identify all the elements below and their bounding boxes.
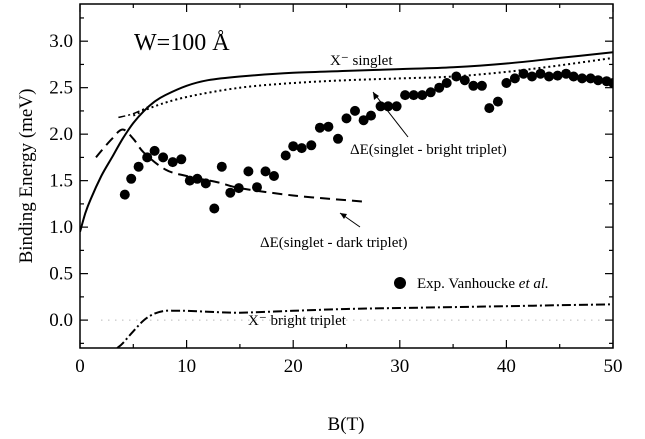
y-tick-label: 0.0 xyxy=(49,310,73,331)
x-tick-label: 30 xyxy=(390,356,409,377)
data-point xyxy=(209,203,220,214)
y-tick-label: 2.5 xyxy=(49,78,73,99)
data-point xyxy=(216,161,227,172)
data-point xyxy=(544,71,554,82)
data-point xyxy=(492,96,503,107)
bright-delta-curve xyxy=(132,56,613,117)
data-point xyxy=(200,178,211,189)
data-point xyxy=(314,122,325,133)
data-point xyxy=(593,75,604,86)
data-point xyxy=(527,71,537,82)
data-point xyxy=(260,166,271,177)
data-point xyxy=(192,173,203,184)
data-point xyxy=(243,166,254,177)
data-point xyxy=(425,87,436,98)
legend-label: Exp. Vanhoucke et al. xyxy=(417,276,549,292)
legend-label-italic: et al. xyxy=(519,276,549,292)
data-point xyxy=(142,152,153,163)
data-point xyxy=(167,157,178,168)
x-tick-label: 50 xyxy=(604,356,623,377)
chart-title: W=100 Å xyxy=(134,30,230,56)
data-point xyxy=(484,103,495,114)
data-point xyxy=(417,90,428,101)
x-axis-title: B(T) xyxy=(328,414,365,435)
data-point xyxy=(501,78,512,88)
data-point xyxy=(535,68,546,79)
axis-ticks xyxy=(79,4,614,348)
y-axis-title: Binding Energy (meV) xyxy=(16,89,37,264)
bright-delta-arrow xyxy=(372,91,409,138)
x-tick-labels: 0 10 20 30 40 50 xyxy=(75,356,622,377)
legend-marker xyxy=(394,277,406,289)
data-point xyxy=(158,152,169,163)
data-point xyxy=(288,141,299,152)
bright-delta-label: ΔE(singlet - bright triplet) xyxy=(350,142,507,158)
data-point xyxy=(269,171,279,181)
bright-delta-arrowhead xyxy=(373,92,379,100)
data-point xyxy=(509,73,520,84)
y-tick-labels: 0.0 0.5 1.0 1.5 2.0 2.5 3.0 xyxy=(49,31,73,331)
singlet-label: X⁻ singlet xyxy=(330,53,393,69)
data-point xyxy=(441,78,452,88)
data-point xyxy=(184,175,195,186)
x-tick-label: 20 xyxy=(284,356,303,377)
data-point xyxy=(280,150,291,161)
data-point xyxy=(133,161,144,172)
data-point xyxy=(375,101,386,112)
y-tick-label: 1.0 xyxy=(49,217,73,238)
data-point xyxy=(468,80,479,91)
data-point xyxy=(518,68,529,79)
data-point xyxy=(585,73,596,84)
x-tick-label: 10 xyxy=(177,356,196,377)
data-point xyxy=(577,73,588,84)
data-point xyxy=(568,71,579,82)
data-point xyxy=(459,75,470,86)
legend: Exp. Vanhoucke et al. xyxy=(394,276,549,292)
data-point xyxy=(400,90,411,101)
bright-triplet-label: X⁻ bright triplet xyxy=(248,313,347,329)
singlet-dashdot-extension xyxy=(118,105,150,119)
data-point xyxy=(323,121,334,132)
data-point xyxy=(333,133,343,144)
data-point xyxy=(296,143,307,154)
experimental-markers xyxy=(119,68,613,214)
singlet-curve xyxy=(80,51,613,233)
data-point xyxy=(252,182,262,193)
dark-delta-label: ΔE(singlet - dark triplet) xyxy=(260,235,408,251)
data-point xyxy=(434,82,445,93)
data-point xyxy=(233,183,244,194)
data-point xyxy=(350,105,360,116)
y-tick-label: 3.0 xyxy=(49,31,73,52)
x-tick-label: 40 xyxy=(497,356,516,377)
y-tick-label: 2.0 xyxy=(49,124,73,145)
data-point xyxy=(225,187,236,198)
data-point xyxy=(119,189,130,200)
data-point xyxy=(126,173,137,184)
data-point xyxy=(408,90,419,101)
y-tick-label: 0.5 xyxy=(49,264,73,285)
data-point xyxy=(608,78,613,88)
data-point xyxy=(391,101,402,112)
data-point xyxy=(176,154,187,165)
bright-triplet-curve xyxy=(116,303,613,348)
data-point xyxy=(306,140,317,151)
x-tick-label: 0 xyxy=(75,356,85,377)
data-point xyxy=(358,115,369,126)
data-point xyxy=(341,113,352,124)
data-point xyxy=(149,145,160,156)
data-point xyxy=(366,110,376,121)
data-point xyxy=(451,71,462,82)
dark-delta-arrowhead xyxy=(340,213,347,219)
y-tick-label: 1.5 xyxy=(49,171,73,192)
dark-delta-curve xyxy=(95,128,368,203)
data-point xyxy=(552,70,563,81)
data-point xyxy=(476,80,487,91)
data-point xyxy=(561,68,572,79)
